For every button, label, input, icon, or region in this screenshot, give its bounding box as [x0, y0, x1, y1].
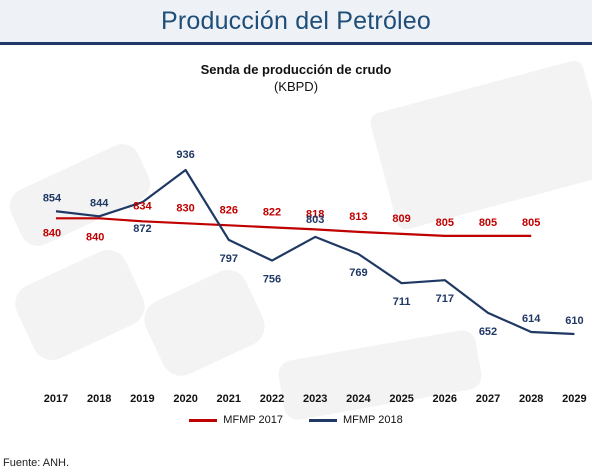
data-label-mfmp2018: 614 — [522, 313, 541, 325]
x-tick-label: 2028 — [519, 393, 543, 405]
data-label-mfmp2017: 834 — [133, 200, 152, 212]
legend-label-mfmp2017: MFMP 2017 — [223, 414, 283, 426]
legend-swatch-mfmp2017 — [189, 418, 218, 422]
data-label-mfmp2017: 840 — [86, 231, 104, 243]
x-tick-label: 2021 — [217, 393, 241, 405]
series-line-mfmp2017 — [56, 217, 532, 238]
data-label-mfmp2017: 830 — [176, 202, 194, 214]
x-tick-label: 2019 — [130, 393, 154, 405]
source-note: Fuente: ANH. — [3, 457, 70, 469]
chart-subtitle: (KBPD) — [273, 79, 319, 94]
x-tick-label: 2029 — [562, 393, 586, 405]
data-label-mfmp2017: 840 — [43, 227, 61, 239]
x-tick-label: 2020 — [173, 393, 197, 405]
data-label-mfmp2017: 813 — [349, 211, 367, 223]
data-label-mfmp2017: 805 — [479, 217, 497, 229]
chart-legend: MFMP 2017 MFMP 2018 — [0, 414, 592, 426]
calculator-background-image — [9, 60, 592, 420]
x-tick-label: 2018 — [87, 393, 111, 405]
title-band: Producción del Petróleo — [0, 0, 592, 45]
x-tick-label: 2027 — [476, 393, 500, 405]
data-label-mfmp2017: 809 — [392, 213, 410, 225]
legend-swatch-mfmp2018 — [309, 418, 337, 422]
legend-label-mfmp2018: MFMP 2018 — [343, 414, 403, 426]
data-label-mfmp2018: 652 — [479, 326, 497, 338]
data-label-mfmp2017: 822 — [263, 206, 281, 218]
data-label-mfmp2017: 805 — [522, 217, 540, 229]
x-tick-label: 2023 — [303, 393, 327, 405]
data-label-mfmp2017: 805 — [436, 217, 454, 229]
x-tick-label: 2025 — [389, 393, 413, 405]
legend-item-mfmp2017: MFMP 2017 — [189, 414, 283, 426]
data-label-mfmp2018: 844 — [90, 197, 109, 209]
data-label-mfmp2018: 936 — [176, 149, 194, 161]
data-label-mfmp2017: 818 — [306, 208, 324, 220]
data-label-mfmp2017: 826 — [220, 204, 238, 216]
chart-title: Senda de producción de crudo — [200, 62, 392, 77]
x-tick-label: 2024 — [346, 393, 371, 405]
x-tick-label: 2022 — [260, 393, 284, 405]
data-label-mfmp2018: 756 — [263, 274, 281, 286]
page-title: Producción del Petróleo — [160, 6, 432, 35]
data-label-mfmp2018: 610 — [565, 315, 583, 327]
data-label-mfmp2018: 769 — [349, 267, 367, 279]
x-tick-label: 2026 — [433, 393, 457, 405]
data-label-mfmp2018: 717 — [436, 293, 454, 305]
series-line-mfmp2018 — [55, 168, 575, 336]
data-label-mfmp2018: 803 — [306, 214, 324, 226]
data-label-mfmp2018: 711 — [393, 296, 411, 308]
data-label-mfmp2018: 797 — [220, 253, 238, 265]
legend-item-mfmp2018: MFMP 2018 — [309, 414, 403, 426]
x-tick-label: 2017 — [44, 393, 68, 405]
data-label-mfmp2018: 872 — [133, 223, 151, 235]
data-label-mfmp2018: 854 — [43, 192, 62, 204]
